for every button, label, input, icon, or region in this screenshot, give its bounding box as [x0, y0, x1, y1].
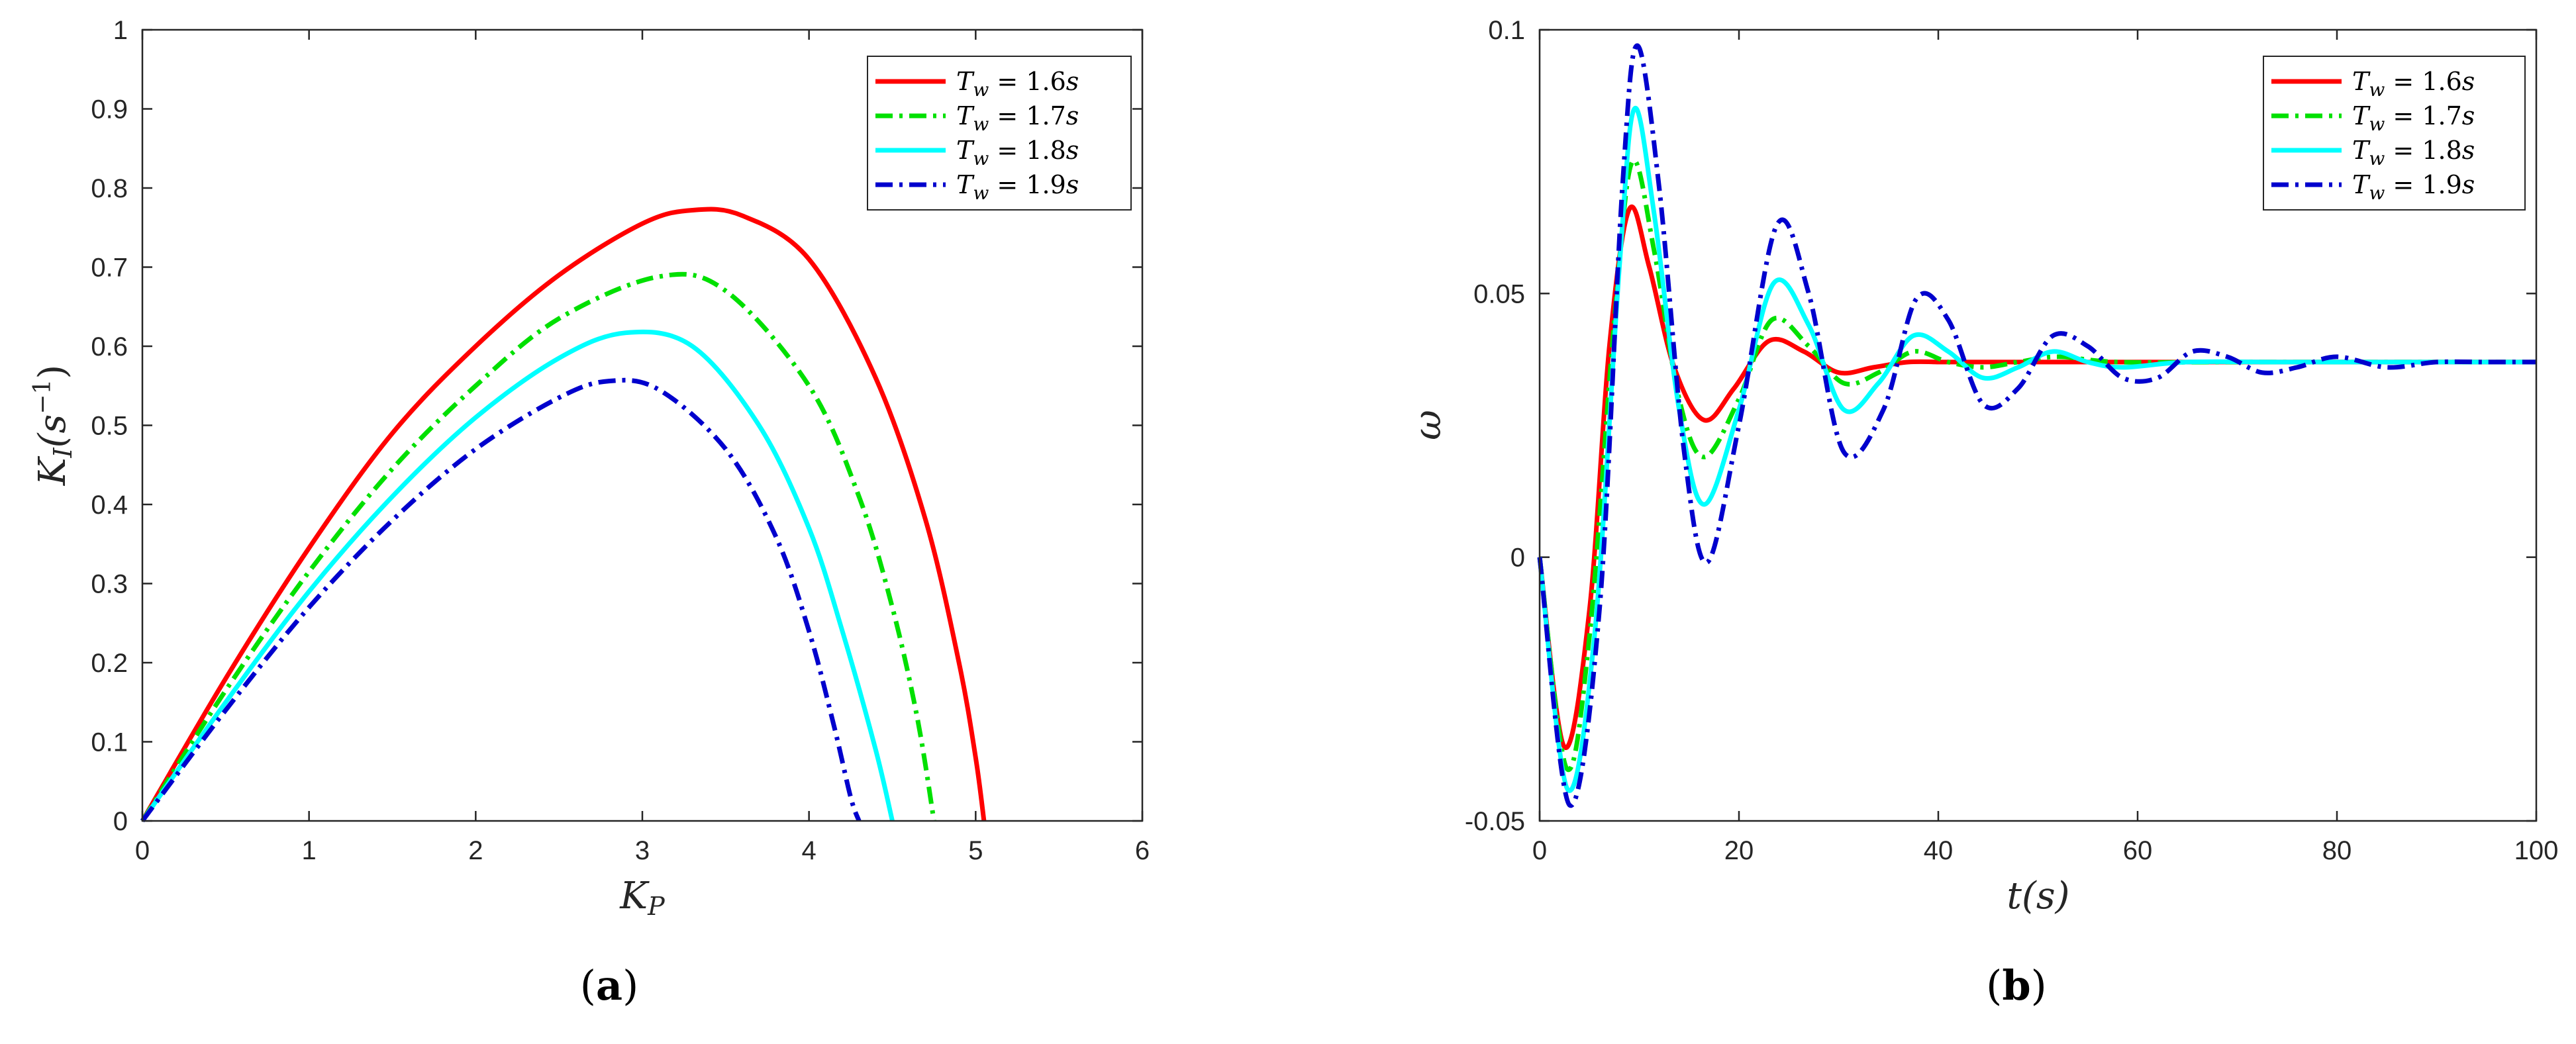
x-tick-labels-b: 0 20 40 60 80 100: [1532, 836, 2559, 865]
y-tick-label: 0: [1511, 544, 1525, 573]
x-tick-label: 20: [1724, 836, 1754, 865]
legend-entry: Tw = 1.8s: [956, 136, 1079, 169]
x-tick-label: 1: [302, 836, 317, 865]
axes-box-b: [1538, 28, 2538, 822]
panel-label-b: (b): [1986, 961, 2047, 1010]
x-tick-label: 80: [2322, 836, 2352, 865]
panel-a: 0 1 2 3 4 5 6 0 0.1 0.2 0.3 0.4 0.5 0.6 0.7 0.8 0.9 1 KP…: [29, 16, 1150, 1010]
x-tick-label: 100: [2514, 836, 2559, 865]
y-tick-label: 0.4: [91, 491, 128, 520]
series-line-2: [140, 271, 936, 822]
x-tick-label: 0: [1532, 836, 1547, 865]
x-tick-label: 2: [468, 836, 483, 865]
series-line-4: [140, 377, 862, 823]
series-b: [1537, 43, 2536, 808]
y-axis-label-b: ω: [1407, 410, 1450, 440]
legend-entry: Tw = 1.7s: [2352, 101, 2475, 135]
x-tick-label: 4: [802, 836, 817, 865]
legend-entry: Tw = 1.9s: [2352, 170, 2475, 204]
x-tick-label: 6: [1135, 836, 1150, 865]
legend-entry: Tw = 1.7s: [956, 101, 1079, 135]
axes-box-a: [141, 28, 1144, 822]
legend-entry: Tw = 1.9s: [956, 170, 1079, 204]
y-tick-label: 0.5: [91, 412, 128, 441]
y-tick-label: 0.6: [91, 332, 128, 361]
y-tick-label: 0.8: [91, 174, 128, 203]
y-tick-label: -0.05: [1465, 807, 1525, 836]
x-tick-label: 40: [1924, 836, 1954, 865]
y-tick-label: 0.9: [91, 95, 128, 124]
x-tick-labels-a: 0 1 2 3 4 5 6: [135, 836, 1150, 865]
x-tick-label: 3: [635, 836, 650, 865]
y-axis-label-a: KI(s−1): [29, 365, 77, 486]
y-tick-label: 0.7: [91, 254, 128, 283]
y-tick-label: 1: [113, 16, 128, 45]
y-tick-label: 0.2: [91, 649, 128, 678]
y-tick-label: 0: [113, 807, 128, 836]
y-tick-labels-b: -0.05 0 0.05 0.1: [1465, 16, 1525, 836]
y-tick-label: 0.1: [91, 728, 128, 757]
y-tick-label: 0.3: [91, 570, 128, 599]
legend-entry: Tw = 1.6s: [956, 67, 1079, 101]
x-tick-label: 0: [135, 836, 150, 865]
x-tick-label: 5: [968, 836, 983, 865]
series-line-3: [140, 329, 895, 823]
panel-label-a: (a): [580, 961, 639, 1010]
legend-entry: Tw = 1.8s: [2352, 136, 2475, 169]
x-axis-label-a: KP: [619, 875, 666, 921]
series-a: [140, 207, 987, 823]
y-tick-labels-a: 0 0.1 0.2 0.3 0.4 0.5 0.6 0.7 0.8 0.9 1: [91, 16, 128, 836]
series-line-1: [140, 207, 987, 822]
y-tick-label: 0.05: [1473, 279, 1525, 308]
x-tick-label: 60: [2123, 836, 2153, 865]
x-axis-label-b: t(s): [2007, 875, 2070, 918]
series-line-3: [1537, 105, 2536, 793]
legend-entry: Tw = 1.6s: [2352, 67, 2475, 101]
y-tick-label: 0.1: [1488, 16, 1525, 45]
